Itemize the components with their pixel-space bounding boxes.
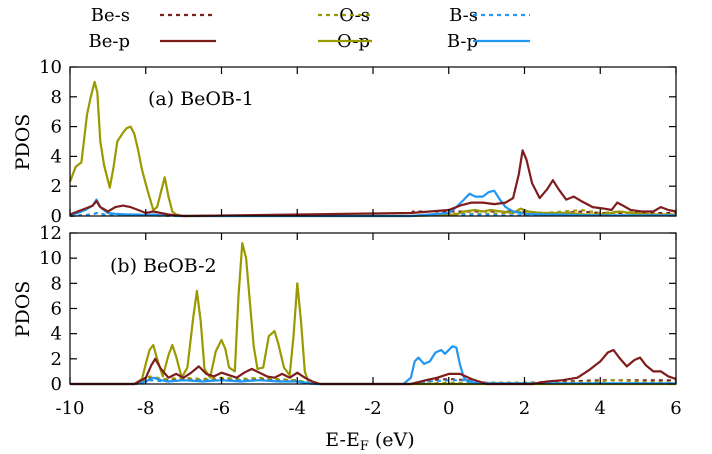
series-o-s-line — [70, 375, 677, 385]
series-be-s-line — [70, 376, 676, 385]
x-axis-label: E-EF (eV) — [325, 429, 414, 454]
series-b-p-line — [70, 345, 676, 386]
x-tick-label: -10 — [56, 398, 85, 419]
y-tick-label: 6 — [51, 299, 62, 320]
y-tick-label: 8 — [51, 273, 62, 294]
legend-label-o-s: O-s — [339, 5, 370, 26]
y-tick-label: 12 — [39, 223, 62, 244]
legend: Be-s O-s B-sBe-p O-p B-p — [89, 5, 530, 52]
y-tick-label: 6 — [51, 117, 62, 138]
y-axis-label: PDOS — [12, 281, 34, 338]
x-tick-label: 6 — [670, 398, 681, 419]
x-tick-label: -4 — [288, 398, 306, 419]
legend-label-be-p: Be-p — [89, 31, 130, 52]
y-tick-label: 4 — [51, 146, 62, 167]
y-tick-label: 2 — [51, 176, 62, 197]
y-tick-label: 0 — [51, 374, 62, 395]
legend-label-be-s: Be-s — [91, 5, 130, 26]
x-tick-label: 2 — [519, 398, 530, 419]
x-tick-label: -2 — [364, 398, 382, 419]
panel-title: (a) BeOB-1 — [148, 88, 254, 110]
series-be-p-line — [70, 348, 677, 386]
y-tick-label: 2 — [51, 349, 62, 370]
panel-b-beob-2: 0 2 4 6 8 10 12 -10 -8 -6 -4 -2 0 2 4 6 (b) BeOB-2 PDOS — [12, 223, 682, 419]
y-axis-label: PDOS — [12, 114, 34, 171]
y-tick-label: 10 — [39, 57, 62, 78]
x-tick-label: -6 — [213, 398, 231, 419]
x-tick-label: 0 — [443, 398, 454, 419]
panel-a-beob-1: 0 2 4 6 8 10 (a) BeOB-1 PDOS — [12, 57, 677, 227]
legend-label-b-s: B-s — [449, 5, 478, 26]
series-o-p-line — [70, 242, 676, 386]
panel-title: (b) BeOB-2 — [110, 255, 217, 277]
x-tick-label: -8 — [137, 398, 155, 419]
y-tick-label: 10 — [39, 248, 62, 269]
x-tick-label: 4 — [595, 398, 606, 419]
legend-label-b-p: B-p — [447, 31, 478, 52]
series-be-p-line — [69, 149, 677, 218]
y-tick-label: 0 — [51, 206, 62, 227]
y-tick-label: 4 — [51, 324, 62, 345]
y-tick-label: 8 — [51, 87, 62, 108]
